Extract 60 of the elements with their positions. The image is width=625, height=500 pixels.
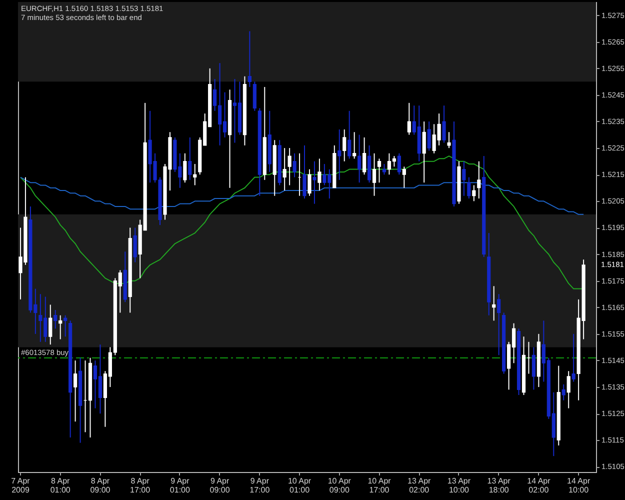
candlestick	[342, 128, 346, 162]
candlestick	[462, 160, 466, 196]
x-tick-label: 10 Apr 01:00	[288, 476, 312, 494]
candlestick	[477, 160, 481, 199]
candlestick	[532, 346, 536, 390]
candlestick	[566, 370, 570, 409]
x-tick-label: 14 Apr 02:00	[527, 476, 551, 494]
candlestick	[188, 136, 192, 180]
candlestick	[133, 227, 137, 263]
x-tick-label: 7 Apr 2009	[11, 476, 30, 494]
candlestick	[183, 152, 187, 184]
candlestick	[292, 152, 296, 178]
candlestick	[312, 160, 316, 204]
candlestick	[318, 158, 322, 192]
candlestick	[193, 163, 197, 186]
candlestick	[372, 152, 376, 196]
candlestick	[377, 158, 382, 184]
candlestick	[252, 81, 256, 112]
candlestick	[48, 304, 52, 346]
x-tick-label: 8 Apr 09:00	[90, 476, 111, 494]
candlestick	[382, 163, 386, 176]
candlestick	[497, 294, 501, 356]
x-tick-label: 9 Apr 17:00	[250, 476, 270, 494]
candlestick	[74, 360, 78, 422]
candlestick	[282, 148, 286, 192]
candlestick	[572, 333, 576, 382]
x-tick-label: 8 Apr 17:00	[130, 476, 151, 494]
candlestick	[402, 166, 406, 188]
candlestick	[447, 132, 451, 149]
x-tick-label: 14 Apr 10:00	[566, 476, 590, 494]
candlestick	[58, 314, 62, 340]
candlestick	[352, 132, 356, 160]
x-tick-label: 13 Apr 18:00	[487, 476, 511, 494]
candlestick	[54, 310, 58, 330]
x-tick-label: 9 Apr 09:00	[210, 476, 230, 494]
x-tick-label: 8 Apr 01:00	[50, 476, 71, 494]
candlestick	[64, 314, 68, 338]
candlestick	[427, 120, 431, 152]
x-tick-label: 10 Apr 09:00	[328, 476, 352, 494]
candlestick	[338, 128, 342, 180]
candlestick	[248, 30, 252, 88]
candlestick	[288, 148, 292, 186]
candlestick	[472, 184, 476, 202]
candlestick	[302, 144, 306, 199]
candlestick	[367, 144, 372, 184]
x-tick-label: 13 Apr 02:00	[408, 476, 432, 494]
candlestick	[492, 286, 496, 322]
x-tick-label: 10 Apr 17:00	[368, 476, 392, 494]
x-tick-label: 9 Apr 01:00	[170, 476, 190, 494]
candlestick	[348, 110, 352, 160]
candlestick	[397, 152, 401, 176]
candlestick	[362, 136, 366, 176]
candlestick	[442, 105, 446, 144]
x-tick-label: 13 Apr 10:00	[447, 476, 471, 494]
candlestick	[358, 134, 362, 184]
candlestick	[422, 120, 426, 184]
candlestick	[308, 168, 312, 196]
candlestick	[562, 384, 566, 401]
candlestick	[407, 102, 411, 136]
candlestick	[467, 176, 471, 199]
